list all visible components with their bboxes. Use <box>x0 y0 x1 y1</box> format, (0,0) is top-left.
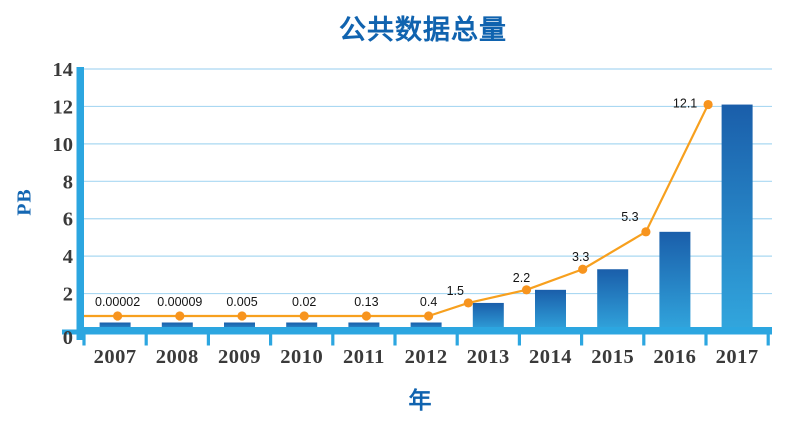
x-axis-tick <box>269 334 273 346</box>
x-axis-tick <box>766 334 770 346</box>
line-marker <box>703 99 713 110</box>
y-tick-label: 8 <box>63 171 73 193</box>
x-axis-tick <box>206 334 210 346</box>
line-marker <box>578 264 588 274</box>
line-marker <box>361 311 371 321</box>
x-axis-tick <box>82 334 86 346</box>
bar <box>597 269 629 333</box>
data-label: 0.00009 <box>157 295 202 309</box>
x-tick-label: 2011 <box>343 346 385 368</box>
x-axis-title: 年 <box>408 388 432 414</box>
x-tick-label: 2016 <box>653 346 696 368</box>
data-label: 1.5 <box>447 284 464 298</box>
y-tick-label: 2 <box>63 284 73 306</box>
x-tick-label: 2013 <box>467 346 510 368</box>
data-label: 0.00002 <box>95 295 140 309</box>
line-marker <box>641 227 651 237</box>
data-label: 12.1 <box>673 97 697 111</box>
x-axis-tick <box>455 334 459 346</box>
line-marker <box>237 311 247 321</box>
data-label: 5.3 <box>621 210 638 224</box>
y-axis-line <box>76 67 84 340</box>
data-label: 0.02 <box>292 295 316 309</box>
line-marker <box>424 311 434 321</box>
y-axis-zero-tick <box>62 329 77 335</box>
line-marker <box>299 311 309 321</box>
y-tick-label: 12 <box>53 96 74 118</box>
x-axis-line <box>76 327 772 335</box>
x-tick-label: 2010 <box>280 346 323 368</box>
y-tick-label: 6 <box>63 209 73 231</box>
line-marker <box>521 285 532 295</box>
x-tick-label: 2015 <box>591 346 634 368</box>
x-axis-tick <box>517 334 521 346</box>
line-marker <box>175 311 185 321</box>
bar <box>535 289 566 333</box>
data-label: 0.005 <box>226 295 257 309</box>
line-marker <box>463 298 473 308</box>
x-tick-label: 2012 <box>405 346 448 368</box>
line-marker <box>113 311 123 321</box>
y-tick-label: 10 <box>53 134 74 156</box>
y-tick-label: 0 <box>63 327 73 349</box>
chart-title: 公共数据总量 <box>339 15 507 46</box>
bar <box>659 231 691 333</box>
data-label: 2.2 <box>513 271 530 285</box>
bar <box>721 104 753 333</box>
x-axis-tick <box>580 334 584 346</box>
x-tick-label: 2008 <box>156 346 199 368</box>
y-tick-label: 4 <box>63 246 73 268</box>
x-tick-label: 2017 <box>716 346 759 368</box>
x-tick-label: 2009 <box>218 346 261 368</box>
x-axis-tick <box>144 334 148 346</box>
x-axis-tick <box>393 334 397 346</box>
x-axis-tick <box>704 334 708 346</box>
x-tick-label: 2007 <box>94 346 137 368</box>
y-tick-label: 14 <box>53 59 74 81</box>
x-tick-label: 2014 <box>529 346 572 368</box>
data-label: 3.3 <box>572 250 589 264</box>
x-axis-tick <box>642 334 646 346</box>
x-axis-tick <box>331 334 335 346</box>
data-label: 0.4 <box>420 295 437 309</box>
data-label: 0.13 <box>354 295 378 309</box>
line-series <box>84 104 710 318</box>
